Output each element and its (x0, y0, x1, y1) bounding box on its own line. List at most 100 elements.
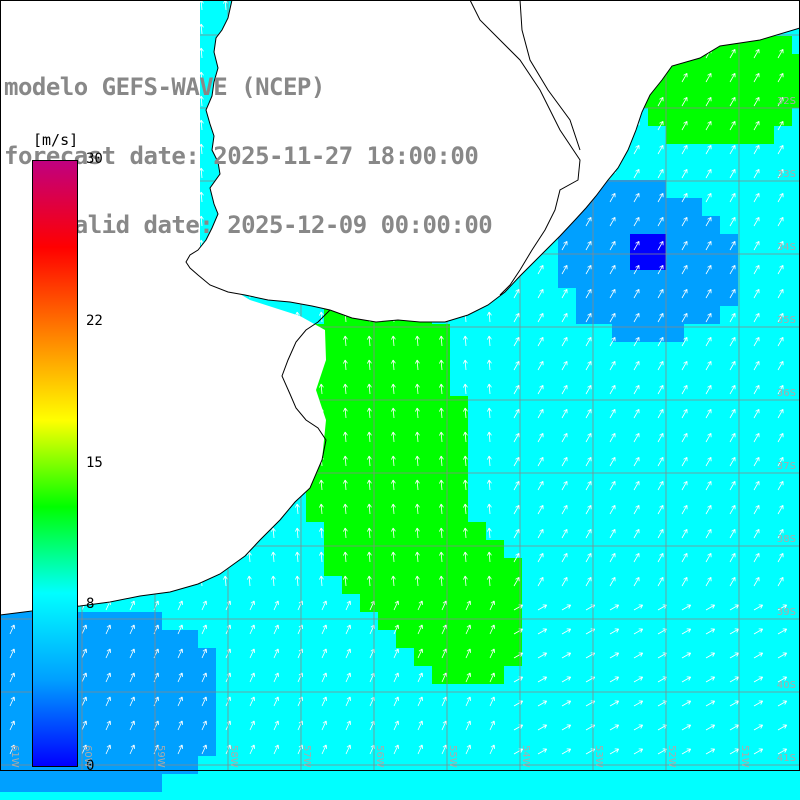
wind-arrow (777, 192, 784, 203)
field-cell (360, 324, 378, 342)
wind-arrow (729, 576, 736, 587)
field-cell (90, 738, 108, 756)
field-cell (540, 648, 558, 666)
field-cell (378, 378, 396, 396)
field-cell (324, 594, 342, 612)
field-cell (612, 270, 630, 288)
field-cell (702, 486, 720, 504)
wind-arrow (681, 528, 688, 539)
wind-arrow (249, 624, 255, 635)
field-cell (234, 792, 252, 800)
wind-arrow (777, 120, 784, 131)
field-cell (774, 252, 792, 270)
field-cell (306, 630, 324, 648)
wind-arrow (633, 748, 644, 755)
wind-arrow (705, 456, 712, 467)
field-cell (0, 666, 18, 684)
wind-arrow (489, 744, 495, 755)
field-cell (450, 792, 468, 800)
field-cell (432, 594, 450, 612)
field-cell (396, 792, 414, 800)
field-cell (378, 792, 396, 800)
field-cell (774, 468, 792, 486)
wind-arrow (609, 192, 616, 203)
field-cell (630, 324, 648, 342)
wind-arrow (777, 724, 788, 731)
wind-arrow (177, 624, 183, 635)
field-cell (738, 648, 756, 666)
model-name: modelo GEFS-WAVE (NCEP) (4, 73, 325, 101)
wind-arrow (585, 552, 592, 563)
wind-arrow (465, 672, 471, 683)
field-cell (540, 468, 558, 486)
field-cell (630, 270, 648, 288)
field-cell (774, 738, 792, 756)
field-cell (756, 324, 774, 342)
field-cell (792, 72, 800, 90)
wind-arrow (705, 240, 712, 251)
field-cell (738, 324, 756, 342)
field-cell (684, 306, 702, 324)
field-cell (414, 522, 432, 540)
field-cell (450, 576, 468, 594)
wind-arrow (753, 312, 760, 323)
wind-arrow (81, 624, 87, 635)
wind-arrow (81, 744, 87, 755)
field-cell (612, 684, 630, 702)
field-cell (540, 342, 558, 360)
wind-arrow (319, 551, 324, 563)
field-cell (630, 576, 648, 594)
field-cell (414, 396, 432, 414)
field-cell (0, 702, 18, 720)
field-cell (756, 288, 774, 306)
field-cell (648, 630, 666, 648)
wind-arrow (609, 288, 616, 299)
field-cell (774, 360, 792, 378)
wind-arrow (415, 551, 420, 563)
field-cell (288, 594, 306, 612)
wind-arrow (465, 624, 471, 635)
wind-arrow (705, 652, 716, 659)
field-cell (612, 648, 630, 666)
field-cell (756, 576, 774, 594)
field-cell (234, 684, 252, 702)
field-cell (450, 702, 468, 720)
wind-arrow (105, 696, 111, 707)
latitude-label: 32S (776, 96, 796, 107)
field-cell (558, 540, 576, 558)
wind-arrow (729, 48, 736, 59)
wind-arrow (753, 628, 764, 635)
field-cell (504, 792, 522, 800)
field-cell (126, 666, 144, 684)
wind-arrow (537, 504, 544, 515)
field-cell (288, 612, 306, 630)
field-cell (792, 468, 800, 486)
field-cell (432, 504, 450, 522)
field-cell (576, 702, 594, 720)
field-cell (306, 684, 324, 702)
field-cell (666, 468, 684, 486)
wind-arrow (487, 503, 492, 515)
wind-arrow (609, 264, 616, 275)
wind-arrow (417, 720, 423, 731)
field-cell (522, 396, 540, 414)
wind-arrow (681, 120, 688, 131)
field-cell (72, 792, 90, 800)
wind-arrow (657, 408, 664, 419)
field-cell (396, 378, 414, 396)
field-cell (360, 396, 378, 414)
field-cell (252, 558, 270, 576)
wind-arrow (777, 676, 788, 683)
wind-arrow (465, 744, 471, 755)
latitude-label: 41S (776, 753, 796, 764)
field-cell (774, 684, 792, 702)
field-cell (702, 324, 720, 342)
field-cell (324, 450, 342, 468)
wind-arrow (487, 551, 492, 563)
wind-arrow (729, 288, 736, 299)
field-cell (738, 720, 756, 738)
field-cell (198, 630, 216, 648)
field-cell (432, 576, 450, 594)
field-cell (468, 342, 486, 360)
field-cell (414, 648, 432, 666)
